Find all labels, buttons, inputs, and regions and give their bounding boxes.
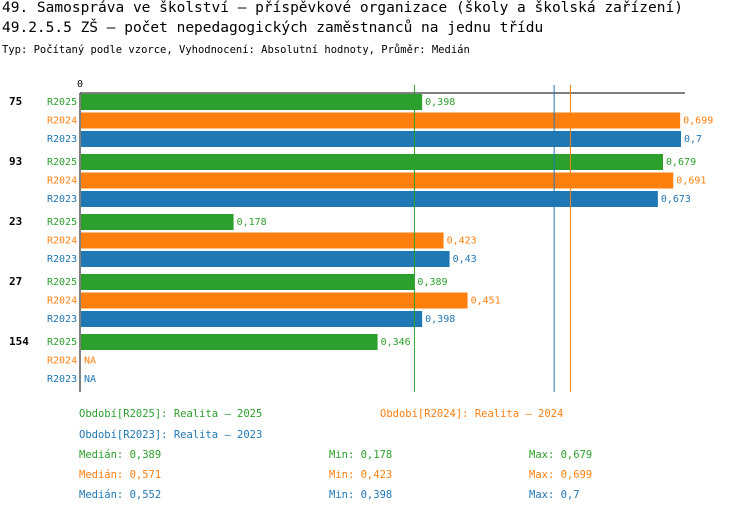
bar-value-label: 0,7 — [684, 134, 702, 145]
bar — [81, 131, 681, 147]
stat-median-r2024: Medián: 0,571 — [79, 469, 162, 481]
group-label: 93 — [9, 155, 22, 168]
bar-value-label: 0,389 — [417, 277, 447, 288]
bar-value-label: 0,699 — [683, 116, 713, 127]
bar-value-label: 0,673 — [661, 194, 691, 205]
series-label: R2025 — [47, 217, 77, 228]
chart-info: Typ: Počítaný podle vzorce, Vyhodnocení:… — [2, 44, 470, 56]
series-label: R2025 — [47, 97, 77, 108]
series-label: R2024 — [47, 356, 77, 367]
stat-median-r2025: Medián: 0,389 — [79, 449, 162, 461]
series-label: R2023 — [47, 134, 77, 145]
bar — [81, 232, 444, 249]
series-label: R2024 — [47, 176, 77, 187]
stat-max-r2025: Max: 0,679 — [529, 449, 593, 461]
series-label: R2023 — [47, 194, 77, 205]
bar — [81, 214, 234, 230]
bar-value-label: 0,398 — [425, 314, 455, 325]
series-label: R2023 — [47, 374, 77, 385]
series-label: R2024 — [47, 236, 77, 247]
stat-min-r2025: Min: 0,178 — [329, 449, 393, 461]
bar — [81, 334, 378, 350]
group-label: 154 — [9, 335, 29, 348]
series-label: R2023 — [47, 314, 77, 325]
series-label: R2025 — [47, 157, 77, 168]
series-label: R2024 — [47, 296, 77, 307]
bar — [81, 311, 423, 327]
bar — [81, 191, 658, 207]
bar-value-label: NA — [84, 374, 96, 385]
legend-period-r2024: Období[R2024]: Realita – 2024 — [380, 408, 564, 420]
group-label: 23 — [9, 215, 22, 228]
legend-period-r2025: Období[R2025]: Realita – 2025 — [79, 408, 263, 420]
chart-subtitle: 49.2.5.5 ZŠ – počet nepedagogických zamě… — [2, 20, 544, 36]
bar — [81, 292, 468, 309]
bar — [81, 94, 423, 110]
bar-value-label: 0,43 — [453, 254, 477, 265]
bar-value-label: 0,398 — [425, 97, 455, 108]
bar-value-label: 0,178 — [237, 217, 267, 228]
series-label: R2024 — [47, 116, 77, 127]
bar-value-label: 0,691 — [676, 176, 706, 187]
bar — [81, 274, 415, 290]
bar-value-label: 0,451 — [471, 296, 501, 307]
chart-title: 49. Samospráva ve školství – příspěvkové… — [2, 0, 683, 16]
stat-max-r2024: Max: 0,699 — [529, 469, 593, 481]
bar-value-label: NA — [84, 356, 96, 367]
bar-chart: 0 75 R2025 0,398 R2024 0,699 R2023 0,7 93 R2025 0,… — [9, 79, 713, 392]
stat-min-r2024: Min: 0,423 — [329, 469, 393, 481]
series-label: R2025 — [47, 277, 77, 288]
series-label: R2023 — [47, 254, 77, 265]
stat-median-r2023: Medián: 0,552 — [79, 489, 162, 501]
bar — [81, 172, 674, 189]
axis-zero-label: 0 — [77, 79, 83, 90]
bar-value-label: 0,423 — [447, 236, 477, 247]
series-label: R2025 — [47, 337, 77, 348]
bar — [81, 154, 663, 170]
legend-period-r2023: Období[R2023]: Realita – 2023 — [79, 429, 263, 441]
bar — [81, 251, 450, 267]
group-label: 75 — [9, 95, 22, 108]
bar — [81, 112, 681, 129]
bar-value-label: 0,679 — [666, 157, 696, 168]
group-label: 27 — [9, 275, 22, 288]
stat-min-r2023: Min: 0,398 — [329, 489, 393, 501]
stat-max-r2023: Max: 0,7 — [529, 489, 580, 501]
bar-value-label: 0,346 — [381, 337, 411, 348]
